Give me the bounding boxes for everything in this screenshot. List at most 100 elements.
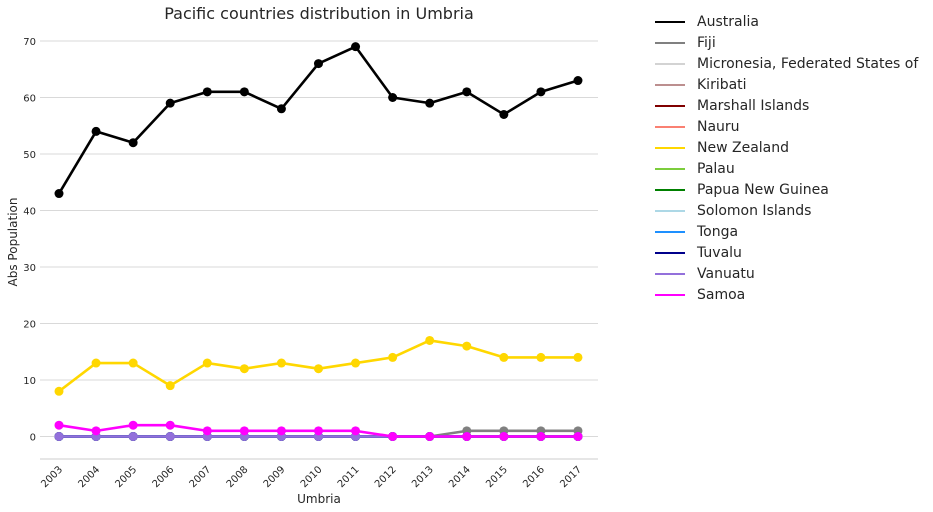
legend-label: Vanuatu [697, 265, 755, 282]
data-point [276, 104, 286, 114]
legend-label: Palau [697, 160, 735, 177]
data-point [54, 386, 64, 396]
x-tick-labels: 2003 2004 2005 2006 2007 2008 2009 2010 2011 2012… [39, 464, 584, 490]
x-tick-label: 2011 [336, 464, 362, 490]
legend-item: Tuvalu [655, 242, 918, 263]
x-tick-label: 2012 [373, 464, 399, 490]
data-point [573, 432, 583, 441]
y-tick-label: 40 [23, 207, 36, 218]
legend-label: Papua New Guinea [697, 181, 829, 198]
data-point [313, 426, 323, 436]
y-tick-label: 70 [23, 37, 36, 48]
data-point [54, 432, 64, 441]
y-tick-label: 50 [23, 150, 36, 161]
legend-swatch [655, 83, 685, 86]
data-point [128, 432, 138, 441]
x-tick-label: 2016 [521, 464, 547, 490]
y-tick-label: 60 [23, 94, 36, 105]
data-point [388, 93, 398, 102]
data-point [165, 98, 175, 108]
legend-item: Solomon Islands [655, 200, 918, 221]
legend-item: Australia [655, 11, 918, 32]
legend-label: Tuvalu [697, 244, 742, 261]
data-point [165, 420, 175, 430]
data-point [239, 426, 249, 436]
x-tick-label: 2010 [299, 464, 325, 490]
data-point [91, 126, 101, 136]
x-tick-label: 2006 [151, 464, 177, 490]
legend-item: Nauru [655, 116, 918, 137]
data-point [313, 59, 323, 69]
data-point [128, 358, 138, 368]
legend-swatch [655, 41, 685, 44]
y-tick-label: 10 [23, 376, 36, 387]
legend-item: Papua New Guinea [655, 179, 918, 200]
legend-label: Tonga [697, 223, 739, 240]
data-point [536, 87, 546, 97]
legend-label: Micronesia, Federated States of [697, 55, 919, 72]
legend-swatch [655, 62, 685, 65]
x-tick-label: 2009 [262, 464, 288, 490]
data-point [425, 335, 435, 345]
data-point [128, 138, 138, 148]
legend-swatch [655, 146, 685, 149]
data-point [388, 352, 398, 362]
legend-item: Kiribati [655, 74, 918, 95]
legend-swatch [655, 230, 685, 233]
legend-label: Samoa [697, 286, 746, 303]
series-line [57, 45, 579, 195]
data-point [202, 358, 212, 368]
gridlines [40, 40, 598, 437]
data-point [462, 87, 472, 97]
data-point [573, 76, 583, 86]
legend-swatch [655, 125, 685, 128]
data-point [462, 341, 472, 351]
legend-swatch [655, 272, 685, 275]
data-point [462, 432, 472, 441]
data-point [536, 352, 546, 362]
data-point [91, 426, 101, 436]
data-point [54, 189, 64, 199]
y-tick-label: 20 [23, 320, 36, 331]
legend-swatch [655, 167, 685, 170]
chart-title: Pacific countries distribution in Umbria [164, 4, 474, 23]
data-point [165, 432, 175, 441]
data-point [202, 426, 212, 436]
x-tick-label: 2017 [558, 464, 584, 490]
legend-swatch [655, 104, 685, 107]
series-lines [54, 42, 583, 441]
legend-item: Samoa [655, 284, 918, 305]
data-point [499, 432, 509, 441]
x-tick-label: 2003 [39, 464, 65, 490]
legend-item: Micronesia, Federated States of [655, 53, 918, 74]
data-point [388, 432, 398, 441]
x-axis-label: Umbria [297, 492, 341, 506]
data-point [276, 426, 286, 436]
legend-swatch [655, 209, 685, 212]
legend-label: New Zealand [697, 139, 789, 156]
legend-label: Kiribati [697, 76, 747, 93]
data-point [313, 364, 323, 374]
legend-swatch [655, 293, 685, 296]
data-point [54, 420, 64, 430]
data-point [91, 358, 101, 368]
legend-item: Vanuatu [655, 263, 918, 284]
data-point [276, 358, 286, 368]
legend-label: Nauru [697, 118, 740, 135]
x-tick-label: 2007 [188, 464, 214, 490]
legend-label: Fiji [697, 34, 716, 51]
data-point [239, 364, 249, 374]
y-axis-label: Abs Population [6, 198, 20, 287]
y-tick-label: 30 [23, 263, 36, 274]
legend-label: Australia [697, 13, 759, 30]
legend-item: Tonga [655, 221, 918, 242]
x-tick-label: 2014 [447, 464, 473, 490]
x-tick-label: 2005 [113, 464, 139, 490]
x-tick-label: 2013 [410, 464, 436, 490]
legend: Australia Fiji Micronesia, Federated State… [655, 11, 918, 305]
data-point [573, 352, 583, 362]
x-tick-label: 2004 [76, 464, 102, 490]
data-point [351, 358, 361, 368]
data-point [425, 432, 435, 441]
